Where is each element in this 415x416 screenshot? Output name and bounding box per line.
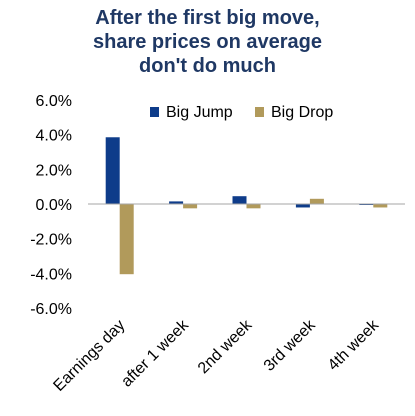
legend-swatch-big-drop bbox=[255, 107, 264, 117]
x-tick-label: 4th week bbox=[325, 316, 383, 374]
chart-title-line: After the first big move, bbox=[95, 7, 320, 29]
bar-big-drop bbox=[183, 204, 198, 209]
x-tick-label: 3rd week bbox=[261, 316, 320, 375]
y-tick-label: 4.0% bbox=[36, 128, 72, 145]
chart-title: After the first big move, share prices o… bbox=[0, 6, 415, 78]
legend-swatch-big-jump bbox=[150, 107, 159, 117]
y-tick-label: 2.0% bbox=[36, 162, 72, 179]
x-tick-label: 2nd week bbox=[195, 316, 256, 377]
bar-big-jump bbox=[169, 201, 184, 204]
chart-title-line: share prices on average bbox=[92, 31, 322, 53]
y-axis-labels: -6.0% -4.0% -2.0% 0.0% 2.0% 4.0% 6.0% bbox=[30, 93, 72, 318]
chart-title-line: don't do much bbox=[139, 55, 276, 77]
legend-label-big-jump: Big Jump bbox=[166, 104, 233, 121]
bar-big-jump bbox=[105, 137, 120, 204]
y-tick-label: 6.0% bbox=[36, 93, 72, 110]
bar-big-drop bbox=[309, 198, 324, 204]
bar-big-jump bbox=[295, 204, 310, 208]
x-tick-label: Earnings day bbox=[50, 317, 128, 395]
bar-big-jump bbox=[232, 196, 247, 204]
y-tick-label: 0.0% bbox=[36, 197, 72, 214]
bar-big-drop bbox=[119, 204, 134, 275]
legend: Big Jump Big Drop bbox=[150, 104, 333, 121]
bar-big-drop bbox=[373, 204, 388, 208]
x-tick-label: after 1 week bbox=[118, 316, 192, 390]
y-tick-label: -6.0% bbox=[30, 301, 72, 318]
bars bbox=[105, 137, 388, 275]
y-tick-label: -4.0% bbox=[30, 266, 72, 283]
y-tick-label: -2.0% bbox=[30, 232, 72, 249]
legend-label-big-drop: Big Drop bbox=[271, 104, 333, 121]
bar-big-drop bbox=[246, 204, 261, 209]
